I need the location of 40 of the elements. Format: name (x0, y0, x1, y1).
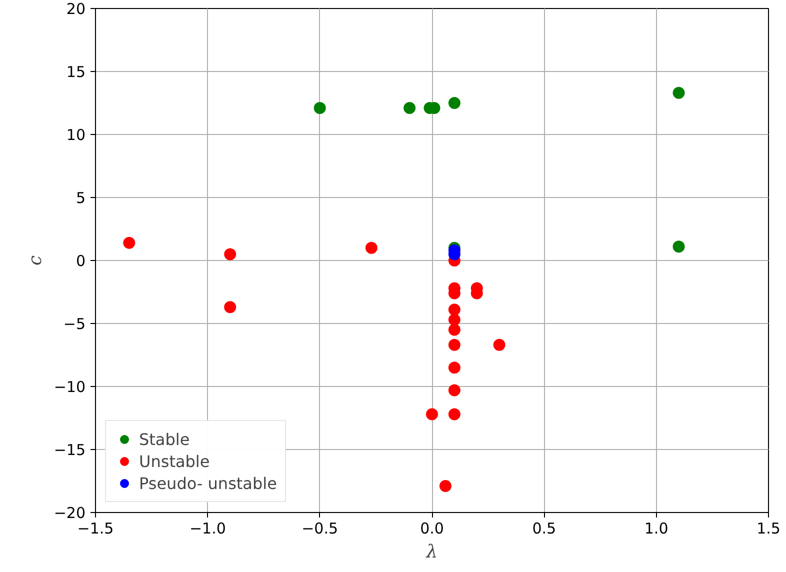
y-tick-label: −15 (54, 441, 86, 459)
y-tick-label: 15 (66, 63, 86, 81)
y-axis-title: c (24, 255, 46, 266)
point (365, 242, 378, 254)
x-tick-label: 0.0 (420, 520, 444, 538)
x-tick-label: −1.5 (77, 520, 114, 538)
y-tick-label: 0 (76, 252, 86, 270)
x-tick-label: 0.5 (532, 520, 556, 538)
point (448, 384, 460, 396)
point (224, 248, 236, 260)
point (448, 362, 460, 374)
x-axis-title: λ (425, 542, 438, 562)
point (448, 324, 460, 336)
x-tick-label: 1.5 (756, 520, 780, 538)
point (493, 338, 506, 351)
y-tick-label: 20 (66, 0, 86, 18)
point (448, 338, 460, 351)
y-tick-label: −10 (54, 378, 86, 396)
y-tick-label: 10 (66, 126, 86, 144)
point (448, 304, 460, 316)
point (224, 301, 236, 314)
point (426, 408, 438, 420)
y-tick-label: −5 (63, 315, 86, 333)
point (404, 102, 416, 114)
y-tick-label: −20 (54, 504, 86, 522)
x-tick-label: −1.0 (189, 520, 226, 538)
legend-label: Unstable (139, 452, 210, 470)
point (448, 408, 460, 420)
x-tick-label: −0.5 (302, 520, 338, 538)
legend-label: Stable (139, 430, 190, 448)
point (439, 480, 452, 492)
x-tick-label: 1.0 (644, 520, 668, 538)
point (314, 102, 326, 114)
point (672, 240, 685, 253)
point (672, 86, 685, 99)
y-tick-label: 5 (76, 189, 86, 207)
point (448, 314, 460, 326)
point (123, 236, 136, 249)
legend-label: Pseudo- unstable (139, 474, 277, 492)
point (448, 97, 460, 109)
